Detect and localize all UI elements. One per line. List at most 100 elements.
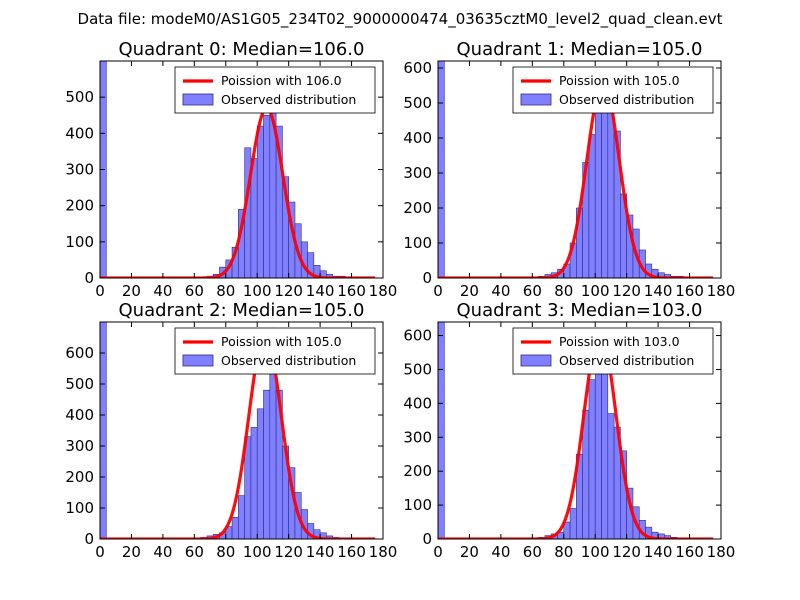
x-tick-label: 120 <box>274 282 303 300</box>
x-tick-label: 140 <box>306 282 335 300</box>
y-tick-label: 200 <box>65 197 94 215</box>
legend-label-curve: Poission with 103.0 <box>559 334 680 349</box>
subplots-grid: Quadrant 0: Median=106.00 20 40 60 80 100 120 1… <box>65 39 735 561</box>
legend: Poission with 106.0 Observed distribution <box>174 66 376 114</box>
x-tick-label: 20 <box>122 282 141 300</box>
legend: Poission with 105.0 Observed distribution <box>174 327 376 375</box>
x-tick-label: 120 <box>612 543 641 561</box>
subplot-title: Quadrant 3: Median=103.0 <box>457 300 703 321</box>
y-tick-label: 500 <box>65 375 94 393</box>
x-tick-label: 20 <box>460 543 479 561</box>
axes-frame <box>99 321 384 540</box>
y-tick-label: 200 <box>403 199 432 217</box>
histogram-bar <box>256 408 264 539</box>
legend: Poission with 105.0 Observed distribution <box>512 66 714 114</box>
histogram-bar <box>594 362 602 539</box>
x-tick-label: 0 <box>95 543 105 561</box>
histogram-bar <box>250 158 258 278</box>
subplot-quadrant-3: Quadrant 3: Median=103.00 20 40 60 80 100 120 1… <box>403 300 735 561</box>
y-tick-label: 600 <box>403 59 432 77</box>
histogram-bar <box>263 114 271 278</box>
histogram-bar <box>238 495 245 539</box>
y-tick-label: 300 <box>403 164 432 182</box>
y-tick-label: 400 <box>403 394 432 412</box>
y-tick-label: 100 <box>403 234 432 252</box>
legend-label-curve: Poission with 105.0 <box>221 334 342 349</box>
y-tick-label: 300 <box>65 161 94 179</box>
histogram-bar <box>588 134 596 278</box>
x-tick-label: 120 <box>274 543 303 561</box>
subplot-quadrant-2: Quadrant 2: Median=105.00 20 40 60 80 100 120 1… <box>65 300 397 561</box>
y-tick-label: 100 <box>65 499 94 517</box>
x-tick-label: 100 <box>243 543 272 561</box>
x-tick-label: 40 <box>491 543 510 561</box>
x-tick-label: 100 <box>581 282 610 300</box>
x-tick-label: 20 <box>122 543 141 561</box>
subplot-title: Quadrant 2: Median=105.0 <box>119 300 365 321</box>
x-tick-label: 60 <box>523 543 542 561</box>
y-tick-label: 400 <box>403 129 432 147</box>
y-tick-label: 100 <box>403 496 432 514</box>
histogram-bar <box>588 379 596 539</box>
y-tick-label: 200 <box>403 462 432 480</box>
x-tick-label: 160 <box>675 282 704 300</box>
y-tick-label: 300 <box>403 428 432 446</box>
legend-label-observed: Observed distribution <box>559 92 694 107</box>
y-tick-label: 0 <box>84 530 94 548</box>
x-tick-label: 80 <box>554 282 573 300</box>
axes-frame <box>437 321 722 540</box>
legend-label-curve: Poission with 106.0 <box>221 73 342 88</box>
y-tick-label: 100 <box>65 233 94 251</box>
x-tick-label: 140 <box>306 543 335 561</box>
x-tick-label: 0 <box>433 282 443 300</box>
x-tick-label: 140 <box>644 543 673 561</box>
x-tick-label: 100 <box>581 543 610 561</box>
x-tick-label: 80 <box>216 543 235 561</box>
y-tick-label: 300 <box>65 437 94 455</box>
x-tick-label: 0 <box>433 543 443 561</box>
histogram-bar <box>231 516 239 539</box>
x-tick-label: 80 <box>554 543 573 561</box>
y-tick-label: 600 <box>65 344 94 362</box>
legend-label-observed: Observed distribution <box>221 92 356 107</box>
x-tick-label: 100 <box>243 282 272 300</box>
legend-label-observed: Observed distribution <box>221 353 356 368</box>
x-tick-label: 60 <box>185 282 204 300</box>
x-tick-label: 60 <box>523 282 542 300</box>
y-tick-label: 0 <box>422 530 432 548</box>
x-tick-label: 120 <box>612 282 641 300</box>
x-tick-label: 40 <box>491 282 510 300</box>
x-tick-label: 80 <box>216 282 235 300</box>
subplot-quadrant-1: Quadrant 1: Median=105.00 20 40 60 80 100 120 1… <box>403 39 735 300</box>
y-tick-label: 400 <box>65 124 94 142</box>
histogram-bar <box>256 125 264 278</box>
legend-bar-swatch <box>520 354 552 367</box>
x-tick-label: 180 <box>369 282 398 300</box>
histogram-bar <box>100 322 107 539</box>
x-tick-label: 0 <box>95 282 105 300</box>
y-tick-label: 0 <box>84 269 94 287</box>
legend-label-curve: Poission with 105.0 <box>559 73 680 88</box>
x-tick-label: 160 <box>675 543 704 561</box>
plot-area <box>438 61 714 278</box>
x-tick-label: 60 <box>185 543 204 561</box>
histogram-bar <box>569 508 577 539</box>
subplot-quadrant-0: Quadrant 0: Median=106.00 20 40 60 80 100 120 1… <box>65 39 397 300</box>
legend: Poission with 103.0 Observed distribution <box>512 327 714 375</box>
axes-frame <box>437 60 722 279</box>
histogram-bar <box>250 427 258 539</box>
x-tick-label: 40 <box>153 543 172 561</box>
x-tick-label: 20 <box>460 282 479 300</box>
subplot-title: Quadrant 1: Median=105.0 <box>457 39 703 60</box>
legend-bar-swatch <box>182 93 214 106</box>
histogram-bar <box>607 413 615 539</box>
x-tick-label: 180 <box>707 282 736 300</box>
x-tick-label: 180 <box>707 543 736 561</box>
figure-suptitle: Data file: modeM0/AS1G05_234T02_90000004… <box>78 10 723 29</box>
histogram-bar <box>263 389 271 539</box>
x-tick-label: 140 <box>644 282 673 300</box>
y-tick-label: 500 <box>65 88 94 106</box>
histogram-bar <box>438 322 445 539</box>
legend-bar-swatch <box>520 93 552 106</box>
